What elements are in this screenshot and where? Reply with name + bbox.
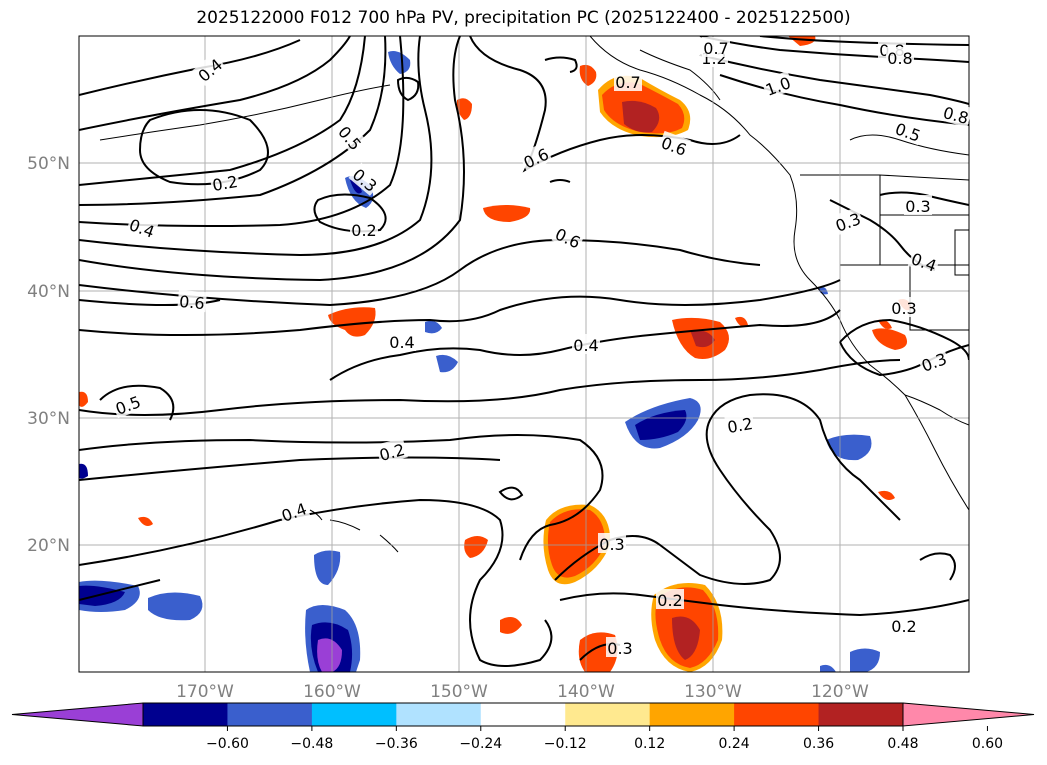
contour-label: 0.2: [726, 414, 754, 437]
contour-label-bg: [656, 589, 684, 609]
contour-label: 0.8: [887, 49, 912, 68]
contour-labels: 0.41.20.70.80.71.00.80.80.50.50.60.20.30…: [111, 37, 973, 658]
latitude-labels: 50°N 40°N 30°N 20°N: [27, 154, 70, 556]
contour-label: 0.2: [211, 172, 239, 195]
contour-label-bg: [348, 162, 383, 196]
contour-label-bg: [761, 70, 795, 100]
contour-label-bg: [614, 71, 642, 91]
contour-label-bg: [277, 496, 311, 526]
contour-label: 0.3: [905, 197, 930, 216]
colorbar-tick-label: 0.60: [972, 736, 1003, 752]
colorbar-extend-max: [902, 702, 1035, 727]
contour-label-bg: [334, 120, 368, 155]
contour-label-bg: [192, 52, 227, 86]
colorbar-tick-label: 0.36: [803, 736, 834, 752]
colorbar-segment: [818, 703, 904, 726]
contour-label-bg: [890, 297, 918, 317]
contour-label-bg: [606, 637, 634, 657]
graticule: [79, 36, 969, 672]
colorbar-segment: [565, 703, 651, 726]
contour-label: 0.2: [351, 221, 376, 240]
contour-label: 0.2: [891, 617, 916, 636]
colorbar-segment: [396, 703, 482, 726]
contour-label-bg: [890, 615, 918, 635]
colorbar-frame: [142, 702, 904, 727]
lon-label-140w: 140°W: [557, 682, 615, 702]
lat-label-30n: 30°N: [27, 409, 70, 429]
contour-label-bg: [111, 389, 145, 419]
contour-label-bg: [572, 334, 600, 354]
contour-label-bg: [551, 222, 586, 253]
colorbar-tick-label: −0.60: [206, 736, 249, 752]
colorbar-segment: [480, 703, 566, 726]
contour-label: 0.4: [573, 336, 598, 355]
contour-label: 0.7: [703, 39, 728, 58]
colorbar-tick-label: 0.24: [719, 736, 750, 752]
lon-label-120w: 120°W: [811, 682, 869, 702]
lat-label-20n: 20°N: [27, 536, 70, 556]
colorbar: −0.60 −0.48 −0.36 −0.24 −0.12 0.12 0.24 0.36 0.4…: [11, 702, 1035, 752]
contour-label-bg: [917, 346, 951, 376]
contour-label-bg: [375, 437, 408, 465]
contour-label-bg: [209, 169, 241, 195]
contour-label: 0.3: [607, 639, 632, 658]
contour-label-bg: [907, 246, 941, 276]
contour-label-bg: [125, 212, 159, 242]
contour-label: 0.2: [657, 591, 682, 610]
contour-label: 0.3: [891, 299, 916, 318]
coastlines: [99, 36, 969, 553]
lon-label-150w: 150°W: [430, 682, 488, 702]
colorbar-tick-label: −0.12: [544, 736, 587, 752]
longitude-labels: 170°W 160°W 150°W 140°W 130°W 120°W: [176, 682, 869, 702]
contour-label-bg: [518, 142, 553, 173]
contour-label-bg: [702, 37, 730, 57]
colorbar-tick-label: 0.48: [887, 736, 918, 752]
lat-label-40n: 40°N: [27, 282, 70, 302]
colorbar-tick-label: −0.48: [290, 736, 333, 752]
contour-label-bg: [177, 289, 207, 313]
contour-label-bg: [657, 130, 691, 160]
contour-label: 0.6: [178, 292, 205, 313]
colorbar-segment: [311, 703, 397, 726]
colorbar-tick-label: −0.24: [459, 736, 502, 752]
contour-label-bg: [724, 411, 756, 437]
contour-label-bg: [388, 331, 416, 351]
colorbar-segment: [734, 703, 820, 726]
contour-label-bg: [886, 47, 914, 67]
colorbar-segment: [143, 703, 228, 726]
contour-label-bg: [831, 206, 865, 236]
colorbar-segment: [649, 703, 735, 726]
lat-label-50n: 50°N: [27, 154, 70, 174]
colorbar-segment: [227, 703, 313, 726]
contour-label-bg: [598, 533, 626, 553]
contour-label: 0.3: [599, 535, 624, 554]
contour-label-bg: [891, 116, 925, 146]
colorbar-extend-min: [11, 702, 144, 727]
colorbar-tick-label: 0.12: [634, 736, 665, 752]
precip-positive-areas: [79, 36, 912, 672]
contour-label-bg: [904, 195, 932, 215]
lon-label-130w: 130°W: [684, 682, 742, 702]
lon-label-170w: 170°W: [176, 682, 234, 702]
plot-frame: [78, 35, 970, 673]
lon-label-160w: 160°W: [303, 682, 361, 702]
contour-label: 0.4: [389, 333, 414, 352]
contour-label-bg: [350, 219, 378, 239]
contour-label-bg: [940, 100, 973, 128]
map-title: 2025122000 F012 700 hPa PV, precipitatio…: [196, 8, 851, 28]
contour-label: 0.7: [615, 73, 640, 92]
colorbar-tick-label: −0.36: [375, 736, 418, 752]
